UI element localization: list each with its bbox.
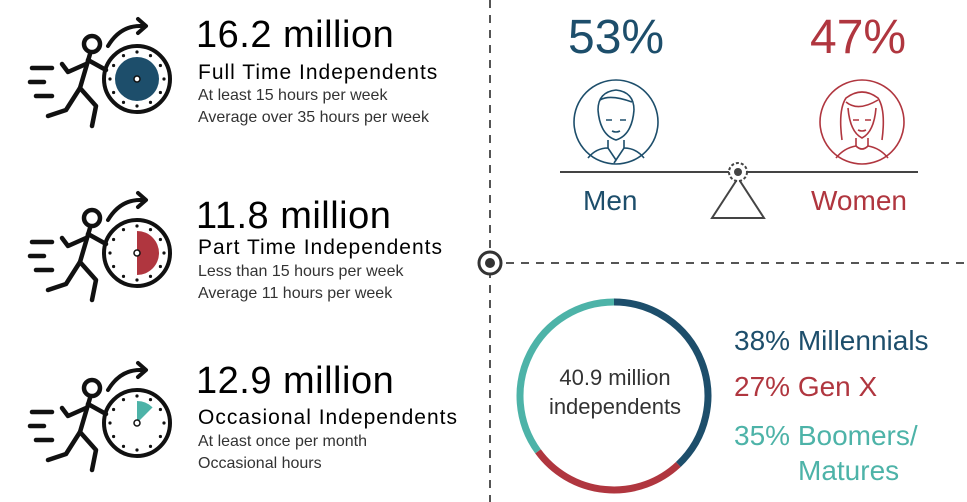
full-time-line1: At least 15 hours per week — [198, 87, 388, 104]
runner-clock-icon — [27, 191, 172, 303]
seesaw-fulcrum — [710, 176, 766, 219]
occasional-label: Occasional Independents — [198, 406, 458, 429]
donut-slice-gen-x — [535, 449, 681, 494]
part-time-label: Part Time Independents — [198, 236, 443, 259]
donut-center-line2: independents — [548, 394, 682, 419]
full-time-count: 16.2 million — [196, 14, 395, 56]
full-time-line2: Average over 35 hours per week — [198, 109, 429, 126]
women-label: Women — [811, 185, 907, 216]
legend-gen-x: 27% Gen X — [734, 371, 878, 402]
part-time-line2: Average 11 hours per week — [198, 285, 393, 302]
occasional-line2: Occasional hours — [198, 455, 322, 472]
legend-boomers-line2: Matures — [798, 455, 900, 486]
men-label: Men — [583, 185, 638, 216]
man-icon — [573, 79, 659, 165]
clock-fill-wedge — [137, 400, 153, 423]
part-time-count: 11.8 million — [196, 195, 392, 237]
legend-boomers: 35% Boomers/ — [734, 420, 918, 451]
donut-center-line1: 40.9 million — [559, 365, 671, 390]
gender-balance-graphic — [560, 79, 918, 219]
runner-clock-icon — [27, 17, 172, 129]
donut-slice-millennials — [613, 298, 712, 468]
occasional-line1: At least once per month — [198, 433, 367, 450]
occasional-count: 12.9 million — [196, 360, 395, 402]
women-percentage: 47% — [810, 11, 907, 64]
clock-fill-wedge — [137, 231, 159, 275]
legend-millennials: 38% Millennials — [734, 325, 929, 356]
donut-slice-boomers-matures — [516, 298, 615, 454]
part-time-line1: Less than 15 hours per week — [198, 263, 404, 280]
woman-icon — [819, 79, 905, 165]
runner-clock-icon — [27, 361, 172, 473]
full-time-label: Full Time Independents — [198, 61, 439, 84]
men-percentage: 53% — [568, 11, 665, 64]
